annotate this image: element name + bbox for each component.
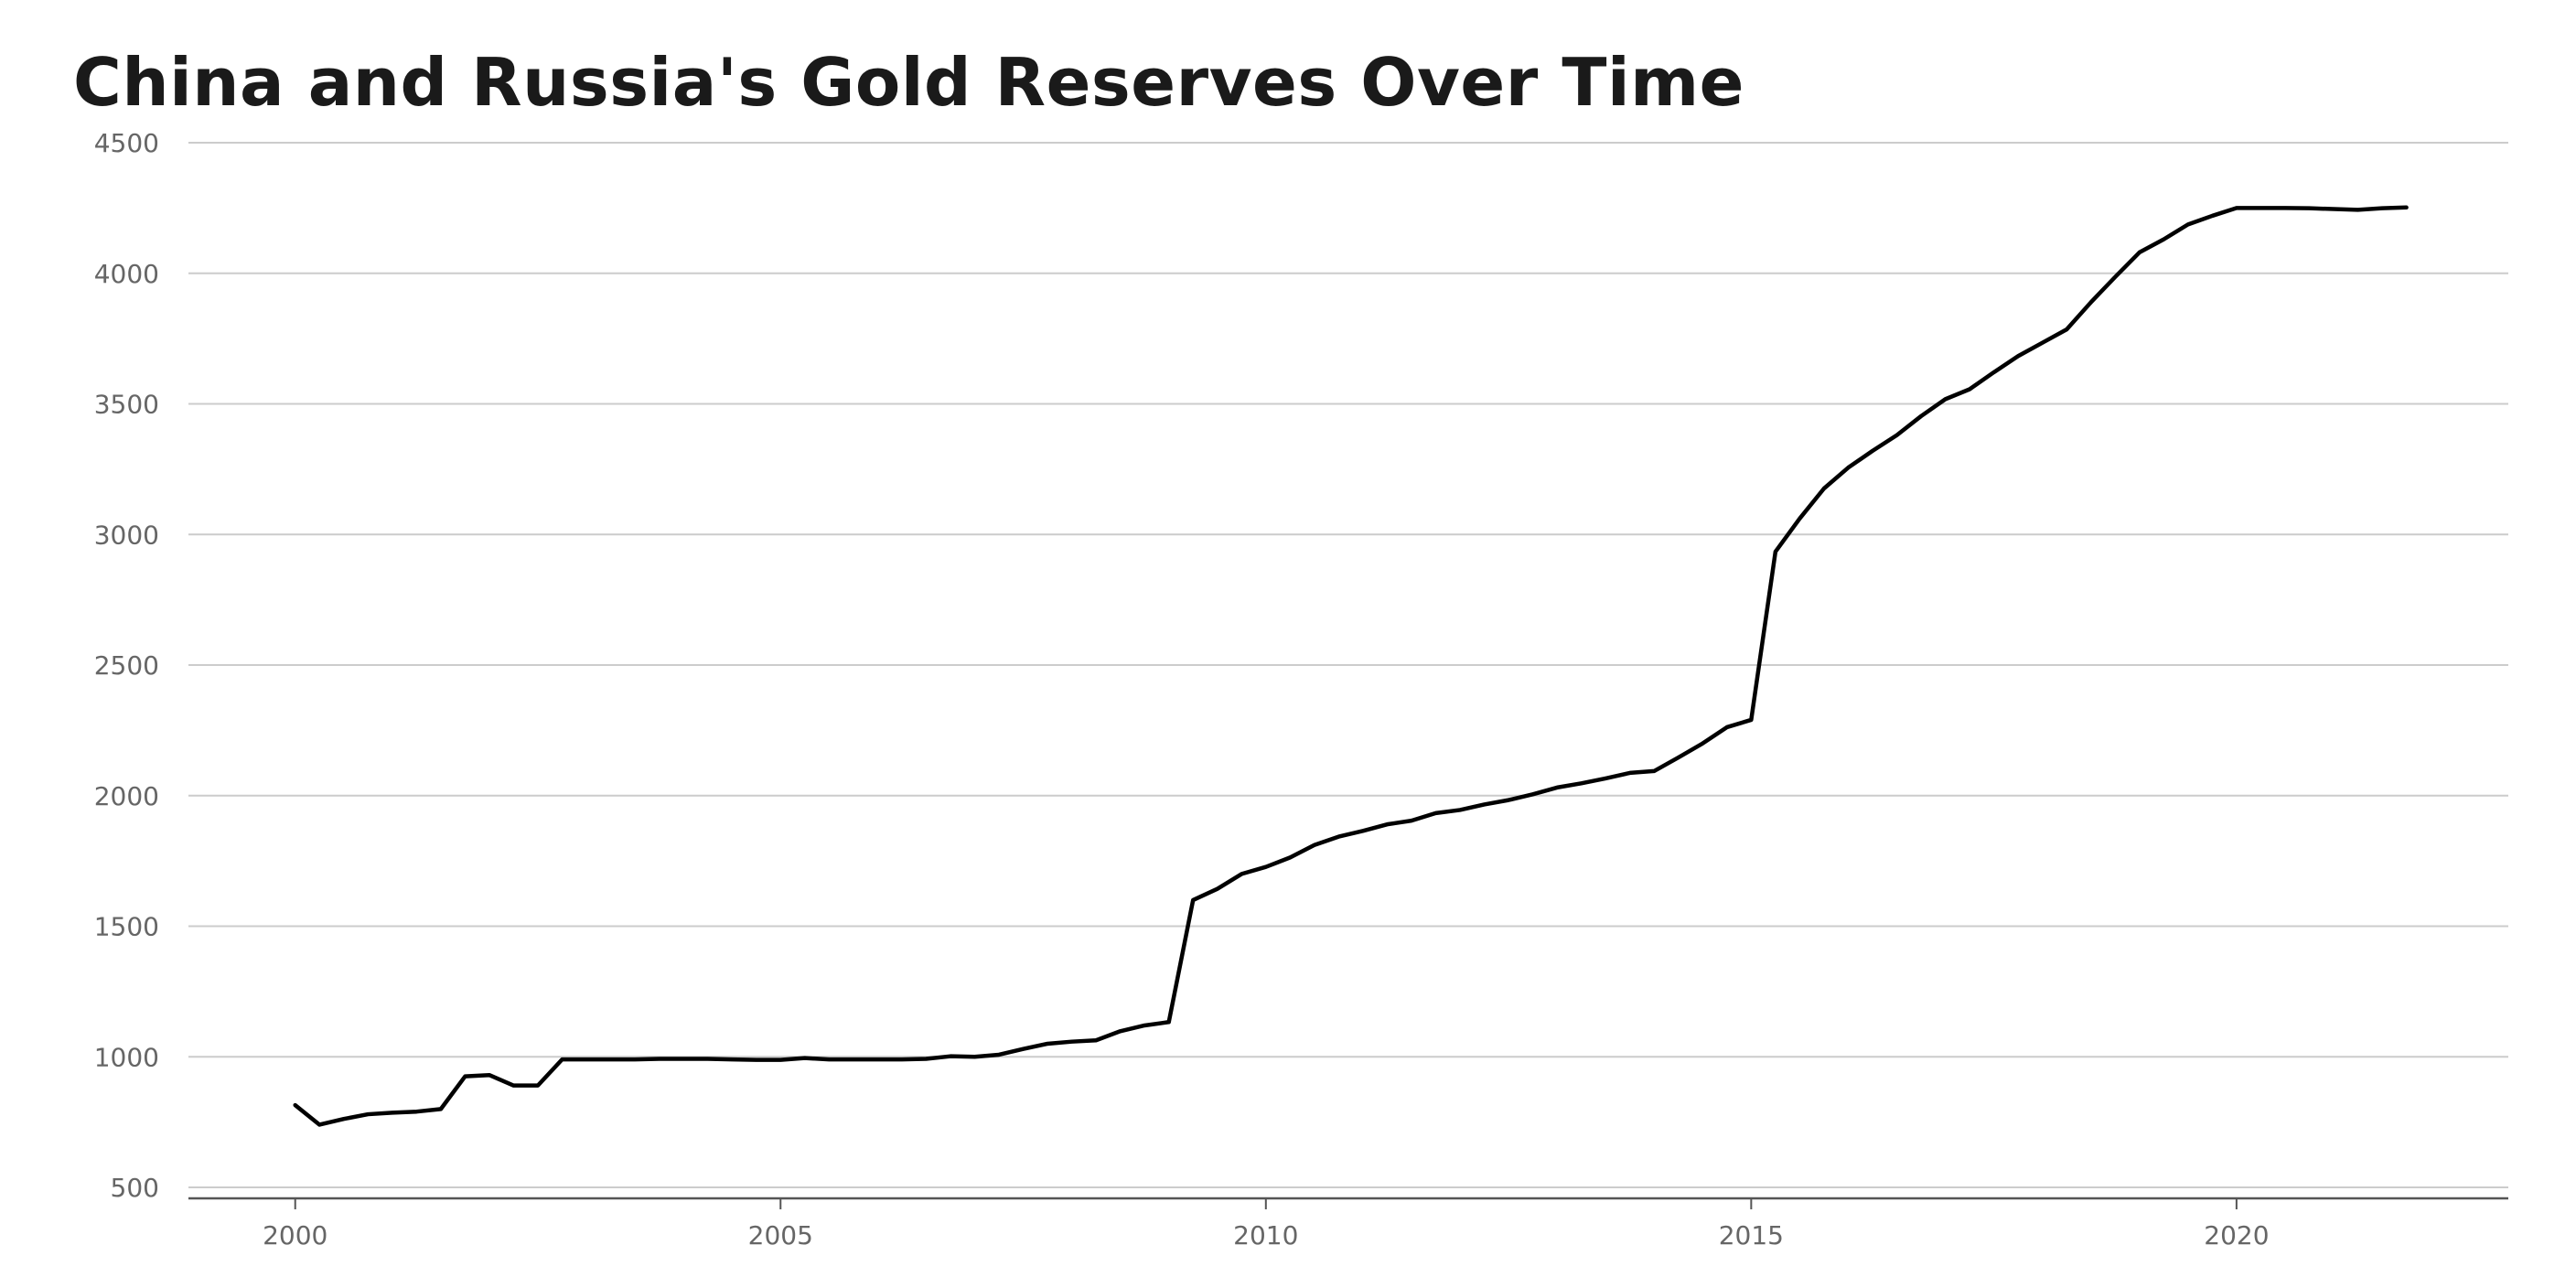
y-tick-label-4500: 4500: [94, 128, 159, 158]
y-tick-label-2000: 2000: [94, 781, 159, 811]
axes: 500 1000 1500 2000 2500 3000 3500 4000 4500 2000 2…: [94, 128, 2508, 1250]
y-tick-label-3500: 3500: [94, 390, 159, 420]
gridlines: [188, 142, 2508, 1188]
series-line-0: [293, 205, 2409, 1127]
y-tick-label-1000: 1000: [94, 1042, 159, 1072]
y-tick-label-4000: 4000: [94, 259, 159, 289]
x-tick-label-2010: 2010: [1233, 1220, 1298, 1250]
series-layer: [293, 205, 2409, 1127]
x-tick-label-2015: 2015: [1719, 1220, 1784, 1250]
chart-title: China and Russia's Gold Reserves Over Ti…: [73, 44, 1744, 121]
y-tick-label-2500: 2500: [94, 650, 159, 681]
y-tick-label-3000: 3000: [94, 520, 159, 550]
y-tick-label-1500: 1500: [94, 912, 159, 942]
y-tick-label-500: 500: [111, 1173, 159, 1203]
x-tick-label-2020: 2020: [2204, 1220, 2269, 1250]
x-tick-label-2000: 2000: [263, 1220, 327, 1250]
x-tick-label-2005: 2005: [748, 1220, 813, 1250]
